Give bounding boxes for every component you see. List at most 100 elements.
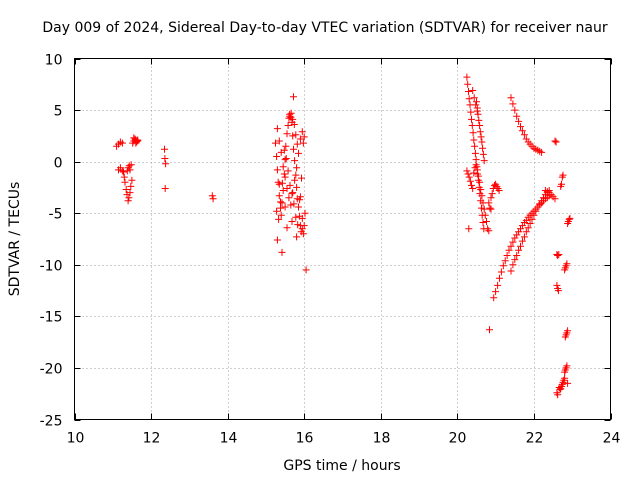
data-point bbox=[478, 192, 486, 200]
data-point bbox=[517, 242, 524, 250]
y-tick-label: 10 bbox=[45, 53, 63, 69]
data-point bbox=[281, 203, 289, 211]
data-point bbox=[480, 157, 488, 165]
data-point bbox=[284, 122, 292, 129]
data-point bbox=[127, 182, 135, 190]
data-point bbox=[290, 200, 298, 208]
x-axis-label: GPS time / hours bbox=[283, 458, 400, 474]
data-point bbox=[558, 180, 565, 188]
data-point bbox=[275, 192, 283, 200]
y-tick-label: -25 bbox=[40, 414, 63, 430]
y-tick-label: -5 bbox=[49, 207, 63, 223]
data-point bbox=[473, 98, 480, 106]
data-point bbox=[538, 148, 546, 156]
data-point bbox=[501, 257, 509, 265]
data-point bbox=[286, 181, 294, 189]
data-point bbox=[124, 197, 132, 205]
data-point bbox=[472, 161, 480, 169]
x-tick-label: 24 bbox=[603, 431, 621, 447]
x-tick-label: 14 bbox=[220, 431, 238, 447]
data-point bbox=[485, 199, 493, 207]
data-point bbox=[473, 166, 481, 174]
data-point bbox=[291, 176, 299, 184]
data-point bbox=[299, 230, 307, 238]
y-axis-label: SDTVAR / TECUs bbox=[7, 182, 23, 297]
data-point bbox=[296, 193, 304, 201]
data-point bbox=[278, 179, 286, 187]
data-point bbox=[287, 109, 295, 117]
data-point bbox=[463, 73, 471, 81]
data-point bbox=[509, 238, 517, 246]
data-point bbox=[476, 122, 484, 129]
data-point bbox=[488, 190, 496, 198]
data-point bbox=[127, 161, 135, 169]
data-point bbox=[556, 386, 564, 394]
data-point bbox=[487, 205, 495, 213]
x-tick-label: 12 bbox=[143, 431, 161, 447]
data-point bbox=[465, 95, 473, 103]
axis-ticks bbox=[74, 58, 612, 421]
data-point bbox=[492, 288, 500, 296]
data-point bbox=[273, 166, 281, 174]
x-tick-label: 10 bbox=[67, 431, 85, 447]
data-point bbox=[479, 144, 487, 152]
data-point bbox=[515, 117, 523, 125]
data-point bbox=[291, 157, 299, 165]
data-point bbox=[292, 213, 300, 221]
data-point bbox=[478, 138, 486, 146]
data-point bbox=[477, 186, 485, 193]
data-point bbox=[293, 140, 301, 148]
series-group-21h-22h-lower bbox=[490, 187, 553, 302]
data-point bbox=[473, 107, 481, 115]
series-group-13h bbox=[208, 192, 217, 203]
data-points bbox=[113, 73, 574, 399]
y-tick-label: -10 bbox=[40, 259, 63, 275]
data-point bbox=[563, 362, 571, 370]
gridlines bbox=[74, 58, 611, 420]
data-point bbox=[563, 260, 571, 268]
data-point bbox=[479, 219, 487, 226]
data-point bbox=[289, 189, 297, 197]
data-point bbox=[292, 171, 300, 179]
data-point bbox=[472, 101, 480, 109]
data-point bbox=[520, 233, 528, 241]
data-point bbox=[554, 391, 562, 399]
data-point bbox=[464, 80, 472, 88]
data-point bbox=[121, 178, 129, 186]
data-point bbox=[524, 224, 532, 232]
data-point bbox=[503, 252, 511, 259]
data-point bbox=[125, 194, 133, 202]
data-point bbox=[507, 267, 515, 275]
data-point bbox=[278, 248, 286, 256]
data-point bbox=[468, 122, 476, 129]
y-tick-labels: -25 -20 -15 -10 -5 0 5 10 bbox=[40, 53, 63, 430]
data-point bbox=[284, 167, 292, 175]
data-point bbox=[118, 167, 126, 175]
data-point bbox=[475, 116, 483, 124]
data-point bbox=[128, 176, 136, 184]
series-group-15h-16h bbox=[272, 93, 310, 274]
data-point bbox=[496, 274, 503, 282]
data-point bbox=[520, 131, 528, 139]
data-point bbox=[564, 379, 572, 387]
series-group-22h-23h bbox=[541, 137, 574, 399]
data-point bbox=[288, 190, 296, 198]
data-point bbox=[466, 177, 474, 185]
data-point bbox=[280, 170, 288, 178]
y-tick-label: -20 bbox=[40, 362, 63, 378]
data-point bbox=[518, 127, 526, 135]
data-point bbox=[302, 266, 310, 274]
data-point bbox=[281, 173, 289, 181]
x-tick-label: 20 bbox=[449, 431, 467, 447]
data-point bbox=[273, 153, 281, 160]
data-point bbox=[465, 173, 473, 181]
data-point bbox=[551, 137, 559, 145]
data-point bbox=[293, 183, 301, 191]
data-point bbox=[518, 237, 526, 245]
data-point bbox=[561, 374, 569, 382]
data-point bbox=[477, 133, 485, 141]
data-point bbox=[282, 142, 290, 150]
data-point bbox=[130, 134, 138, 142]
data-point bbox=[468, 115, 475, 123]
